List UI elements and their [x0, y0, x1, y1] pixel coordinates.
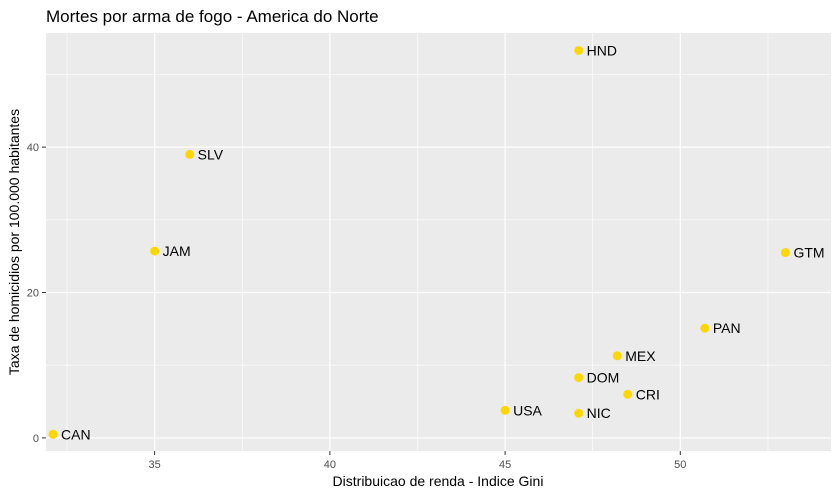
x-tick-label: 40: [324, 459, 336, 471]
data-point-dom: [574, 373, 584, 383]
data-point-usa: [500, 405, 510, 415]
point-label-can: CAN: [61, 426, 91, 442]
data-point-gtm: [780, 248, 790, 258]
data-point-can: [48, 429, 58, 439]
data-point-nic: [574, 408, 584, 418]
point-labels: CAN JAM SLV HND USA NIC DOM CRI MEX PAN GTM: [61, 42, 825, 442]
point-label-nic: NIC: [587, 405, 611, 421]
point-label-hnd: HND: [587, 42, 617, 58]
data-point-cri: [623, 389, 633, 399]
data-point-mex: [612, 351, 622, 361]
chart-title: Mortes por arma de fogo - America do Nor…: [46, 7, 379, 26]
point-label-pan: PAN: [713, 320, 741, 336]
data-points: [48, 45, 790, 439]
data-point-slv: [185, 149, 195, 159]
point-label-jam: JAM: [163, 243, 191, 259]
point-label-cri: CRI: [636, 386, 660, 402]
plot-panel: [46, 33, 831, 451]
point-label-mex: MEX: [625, 348, 656, 364]
point-label-usa: USA: [513, 402, 542, 418]
x-tick-label: 45: [499, 459, 511, 471]
data-point-jam: [150, 246, 160, 256]
x-axis: 35 40 45 50: [149, 451, 686, 471]
point-label-gtm: GTM: [793, 245, 824, 261]
y-tick-label: 40: [27, 142, 39, 154]
point-label-dom: DOM: [587, 370, 620, 386]
data-point-pan: [700, 323, 710, 333]
y-axis-title: Taxa de homicidios por 100.000 habitante…: [6, 109, 22, 375]
x-tick-label: 35: [149, 459, 161, 471]
minor-gridlines: [46, 33, 831, 451]
major-gridlines: [46, 33, 831, 451]
x-axis-title: Distribuicao de renda - Indice Gini: [333, 473, 544, 489]
x-tick-label: 50: [674, 459, 686, 471]
y-axis: 0 20 40: [27, 142, 46, 445]
data-point-hnd: [574, 45, 584, 55]
y-tick-label: 20: [27, 288, 39, 300]
point-label-slv: SLV: [198, 146, 224, 162]
y-tick-label: 0: [33, 433, 39, 445]
